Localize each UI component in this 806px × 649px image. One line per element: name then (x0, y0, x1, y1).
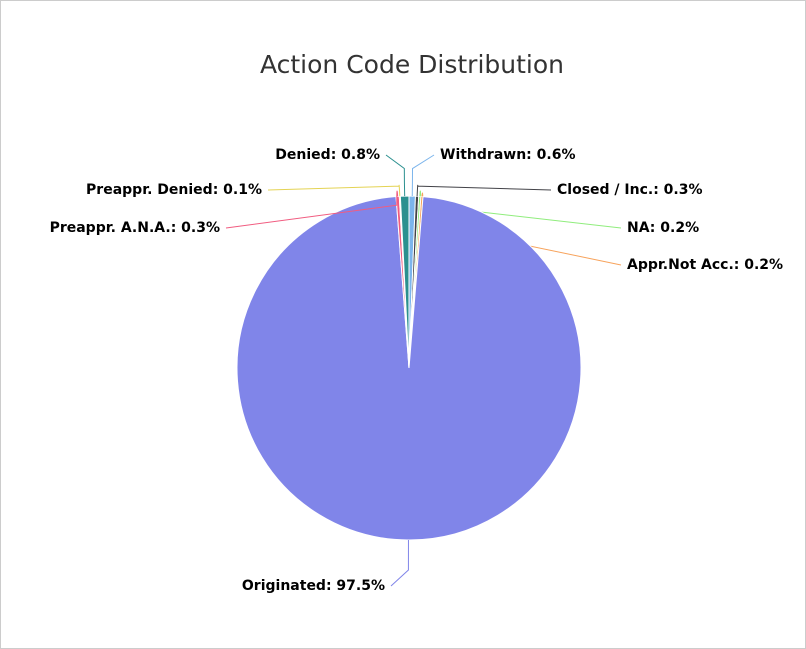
data-label: Denied: 0.8% (275, 147, 380, 163)
connector (390, 539, 409, 587)
data-label: Closed / Inc.: 0.3% (557, 182, 703, 198)
connector (416, 184, 552, 197)
connector (385, 154, 406, 197)
data-label: NA: 0.2% (627, 220, 699, 236)
data-label: Preappr. Denied: 0.1% (86, 182, 262, 198)
data-label: Withdrawn: 0.6% (440, 147, 575, 163)
connector (411, 154, 435, 197)
data-label: Originated: 97.5% (242, 578, 385, 594)
pie-slice (236, 195, 582, 541)
data-label: Appr.Not Acc.: 0.2% (627, 257, 783, 273)
connector (225, 190, 399, 229)
data-label: Preappr. A.N.A.: 0.3% (50, 220, 220, 236)
chart-title: Action Code Distribution (260, 50, 564, 79)
connector (267, 184, 401, 197)
